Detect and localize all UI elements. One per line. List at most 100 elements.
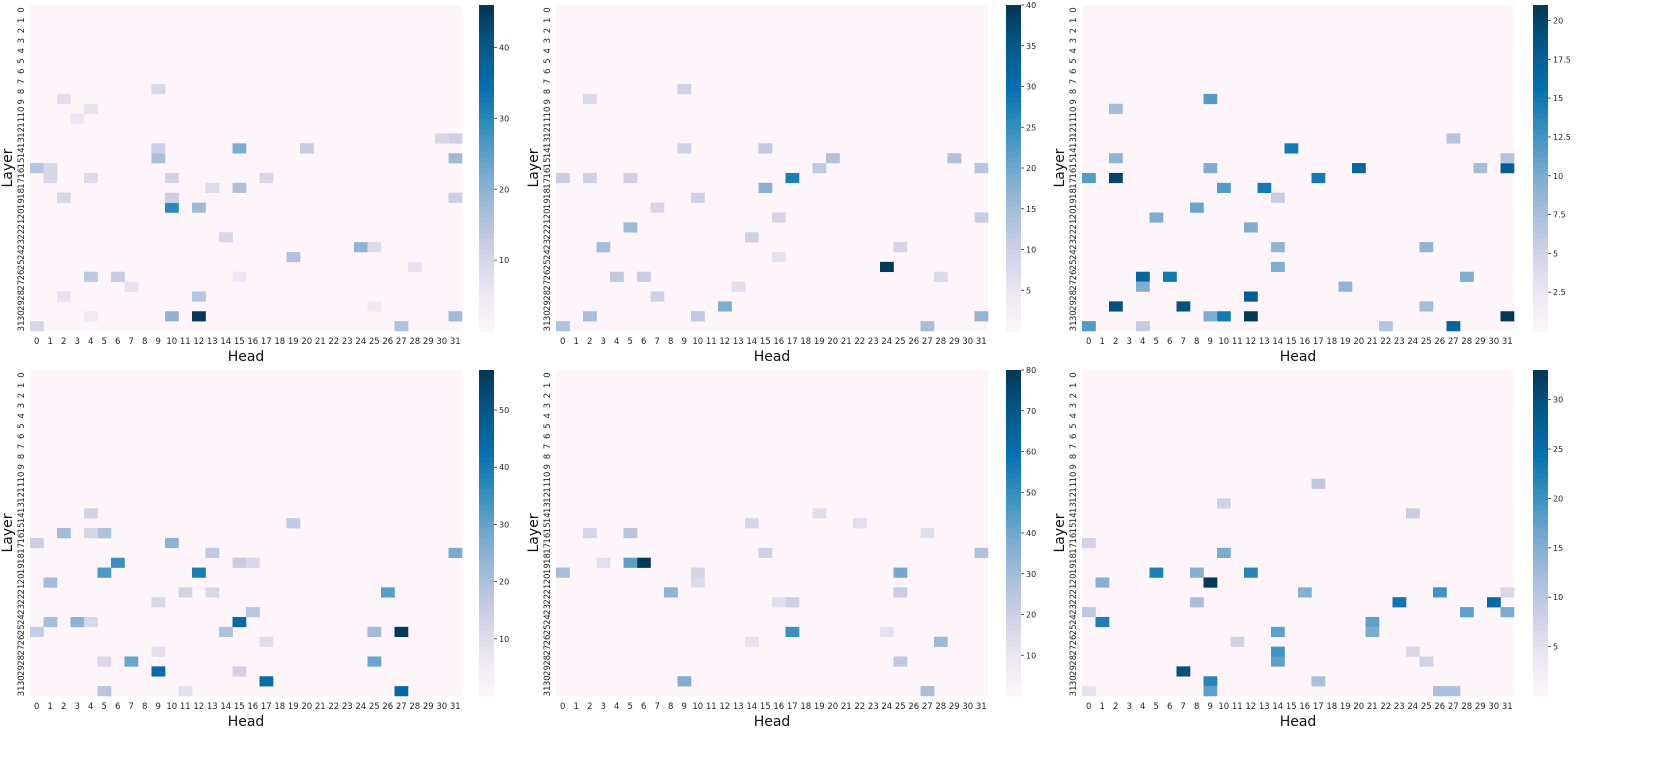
- y-tick-label: 7: [543, 79, 553, 84]
- colorbar-segment: [479, 86, 494, 93]
- colorbar-segment: [1006, 26, 1021, 33]
- colorbar-segment: [479, 402, 494, 409]
- colorbar-segment: [1006, 146, 1021, 153]
- y-tick-label: 14: [543, 512, 553, 523]
- colorbar-segment: [1006, 32, 1021, 39]
- colorbar-segment: [1533, 108, 1548, 115]
- heatmap-cell: [111, 557, 125, 568]
- colorbar-segment: [1006, 265, 1021, 272]
- x-axis-label: Head: [228, 714, 265, 730]
- y-tick-label: 30: [543, 675, 553, 686]
- colorbar-segment: [1006, 59, 1021, 66]
- colorbar-segment: [1533, 157, 1548, 164]
- x-tick-label: 16: [773, 702, 784, 712]
- heatmap-cell: [232, 143, 247, 154]
- y-tick-label: 4: [543, 413, 553, 418]
- y-tick-label: 24: [543, 614, 553, 625]
- heatmap-cell: [718, 301, 732, 312]
- x-tick-label: 11: [706, 337, 717, 347]
- colorbar-segment: [479, 522, 494, 529]
- colorbar-segment: [479, 668, 494, 675]
- colorbar-segment: [479, 64, 494, 71]
- colorbar-segment: [1006, 418, 1021, 425]
- y-tick-label: 21: [1069, 219, 1079, 230]
- heatmap-cell: [826, 153, 840, 164]
- colorbar-segment: [1006, 598, 1021, 605]
- x-tick-label: 8: [142, 702, 147, 712]
- y-tick-label: 9: [1069, 464, 1079, 469]
- colorbar-segment: [1006, 652, 1021, 659]
- colorbar-segment: [479, 309, 494, 316]
- y-tick-label: 13: [17, 137, 27, 148]
- colorbar-segment: [1533, 102, 1548, 109]
- colorbar-segment: [1533, 320, 1548, 327]
- colorbar-segment: [1533, 408, 1548, 414]
- heatmap-cell: [623, 557, 638, 568]
- x-tick-label: 23: [868, 702, 879, 712]
- colorbar: 10 20 30 40: [479, 5, 509, 332]
- x-tick-label: 19: [288, 337, 299, 347]
- heatmap-cell: [381, 587, 395, 598]
- heatmap-cell: [1149, 567, 1164, 578]
- y-tick-label: 6: [17, 69, 27, 74]
- colorbar-segment: [479, 386, 494, 393]
- x-tick-label: 25: [369, 702, 380, 712]
- colorbar-tick-label: 25: [1026, 123, 1036, 132]
- colorbar-segment: [1006, 173, 1021, 180]
- colorbar-segment: [1006, 249, 1021, 256]
- x-tick-label: 17: [1313, 702, 1324, 712]
- x-tick-label: 23: [342, 702, 353, 712]
- heatmap-cell: [664, 587, 678, 598]
- colorbar-segment: [1006, 303, 1021, 310]
- colorbar-segment: [1533, 554, 1548, 561]
- heatmap-cell: [556, 567, 570, 578]
- colorbar-segment: [479, 32, 494, 39]
- x-tick-label: 14: [1272, 337, 1283, 347]
- colorbar-segment: [479, 70, 494, 77]
- colorbar-segment: [1533, 370, 1548, 376]
- colorbar-segment: [1006, 189, 1021, 196]
- colorbar-segment: [479, 178, 494, 185]
- x-tick-label: 0: [34, 702, 39, 712]
- y-tick-label: 21: [17, 219, 27, 230]
- colorbar-segment: [1533, 211, 1548, 218]
- colorbar-segment: [479, 249, 494, 256]
- y-tick-label: 11: [1069, 482, 1079, 493]
- colorbar-segment: [1006, 549, 1021, 556]
- x-tick-label: 23: [868, 337, 879, 347]
- y-tick-label: 18: [17, 553, 27, 564]
- colorbar: 5 10 15 20 25 30: [1533, 370, 1563, 697]
- y-tick-label: 23: [17, 239, 27, 250]
- heatmap-cell: [354, 242, 368, 253]
- colorbar-segment: [479, 53, 494, 60]
- colorbar-segment: [479, 227, 494, 234]
- colorbar-segment: [1006, 168, 1021, 174]
- y-tick-label: 6: [1069, 69, 1079, 74]
- heatmap-cell: [178, 587, 193, 598]
- x-tick-label: 25: [1421, 702, 1432, 712]
- heatmap-cell: [691, 567, 705, 578]
- x-tick-label: 13: [207, 337, 218, 347]
- y-tick-label: 19: [1069, 198, 1079, 209]
- heatmap-cell: [1203, 311, 1218, 322]
- y-tick-label: 26: [17, 270, 27, 281]
- colorbar-segment: [1533, 173, 1548, 180]
- y-tick-label: 20: [1069, 208, 1079, 219]
- heatmap-cell: [151, 153, 166, 164]
- y-tick-label: 14: [17, 512, 27, 523]
- x-tick-label: 27: [922, 337, 933, 347]
- y-tick-label: 9: [543, 464, 553, 469]
- y-tick-label: 14: [17, 147, 27, 158]
- x-tick-label: 12: [1245, 702, 1256, 712]
- colorbar-segment: [1533, 538, 1548, 545]
- colorbar-segment: [1006, 200, 1021, 207]
- colorbar-segment: [1006, 674, 1021, 681]
- colorbar-segment: [479, 657, 494, 664]
- colorbar-segment: [1533, 91, 1548, 98]
- y-tick-label: 20: [543, 573, 553, 584]
- colorbar-segment: [1006, 320, 1021, 327]
- colorbar-segment: [1533, 657, 1548, 664]
- y-tick-label: 1: [1069, 383, 1079, 388]
- colorbar-segment: [1533, 603, 1548, 610]
- heatmap-cell: [1379, 321, 1393, 332]
